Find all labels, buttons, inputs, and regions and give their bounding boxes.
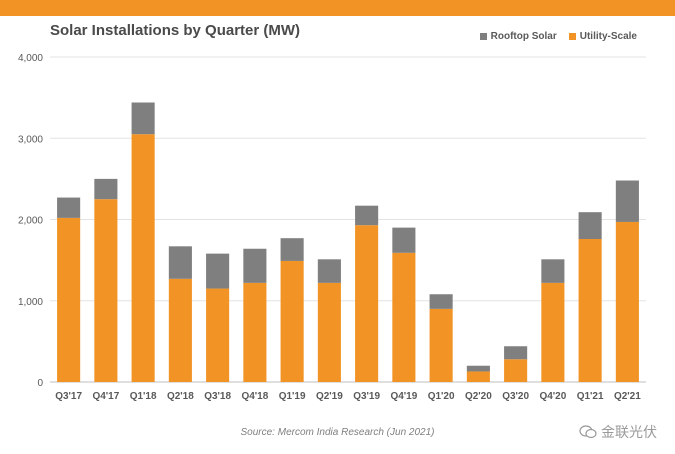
x-tick-label: Q1'20: [428, 391, 455, 402]
bar-rooftop-solar-3: [168, 246, 192, 279]
bar-utility-scale-15: [615, 221, 639, 382]
watermark: 金联光伏: [579, 422, 657, 442]
y-tick-label: 3,000: [18, 134, 43, 145]
watermark-text: 金联光伏: [601, 424, 657, 440]
bar-utility-scale-14: [578, 239, 602, 382]
x-tick-label: Q2'19: [316, 391, 343, 402]
bar-utility-scale-12: [504, 359, 528, 382]
legend-swatch-rooftop: [479, 33, 487, 40]
bar-utility-scale-10: [429, 308, 453, 382]
chart-source: Source: Mercom India Research (Jun 2021): [240, 427, 435, 438]
bar-rooftop-solar-13: [541, 259, 565, 283]
bar-rooftop-solar-11: [466, 365, 490, 372]
y-tick-label: 0: [37, 378, 43, 389]
bar-rooftop-solar-2: [131, 102, 155, 135]
bar-rooftop-solar-7: [317, 259, 341, 283]
y-axis-ticks: 0 1,000 2,000 3,000 4,000: [18, 53, 43, 389]
legend-item-utility: Utility-Scale: [568, 31, 637, 42]
bar-rooftop-solar-5: [243, 248, 267, 283]
bar-utility-scale-1: [94, 199, 118, 382]
x-tick-label: Q4'19: [390, 391, 417, 402]
bar-utility-scale-2: [131, 134, 155, 382]
bars: [57, 102, 639, 382]
x-tick-label: Q3'19: [353, 391, 380, 402]
legend-swatch-utility: [568, 33, 576, 40]
y-tick-label: 1,000: [18, 297, 43, 308]
bar-rooftop-solar-9: [392, 227, 416, 253]
bar-rooftop-solar-12: [504, 346, 528, 360]
x-tick-label: Q4'17: [92, 391, 119, 402]
x-tick-label: Q1'21: [577, 391, 604, 402]
y-tick-label: 4,000: [18, 53, 43, 64]
x-tick-label: Q2'18: [167, 391, 194, 402]
bar-utility-scale-7: [317, 282, 341, 382]
bar-rooftop-solar-6: [280, 238, 304, 261]
bar-utility-scale-8: [355, 225, 379, 382]
x-tick-label: Q3'20: [502, 391, 529, 402]
x-tick-label: Q1'19: [279, 391, 306, 402]
top-accent-bar: [0, 0, 675, 16]
bar-rooftop-solar-15: [615, 180, 639, 222]
bar-rooftop-solar-1: [94, 178, 118, 200]
legend-item-rooftop: Rooftop Solar: [479, 31, 557, 42]
bar-utility-scale-11: [466, 371, 490, 382]
bar-utility-scale-3: [168, 278, 192, 382]
x-tick-label: Q3'17: [55, 391, 82, 402]
x-tick-label: Q1'18: [130, 391, 157, 402]
x-tick-label: Q4'20: [539, 391, 566, 402]
bar-rooftop-solar-8: [355, 205, 379, 226]
chart-title: Solar Installations by Quarter (MW): [50, 22, 301, 39]
bar-utility-scale-4: [206, 288, 230, 382]
bar-rooftop-solar-0: [57, 197, 81, 218]
bar-rooftop-solar-4: [206, 253, 230, 289]
chart-legend: Rooftop Solar Utility-Scale: [479, 31, 637, 42]
x-tick-label: Q4'18: [241, 391, 268, 402]
x-tick-label: Q2'21: [614, 391, 641, 402]
bar-utility-scale-6: [280, 260, 304, 382]
x-tick-label: Q2'20: [465, 391, 492, 402]
legend-label-utility: Utility-Scale: [579, 31, 637, 42]
x-tick-label: Q3'18: [204, 391, 231, 402]
bar-utility-scale-9: [392, 252, 416, 382]
bar-rooftop-solar-10: [429, 294, 453, 309]
bar-utility-scale-0: [57, 217, 81, 382]
bar-utility-scale-5: [243, 282, 267, 382]
bar-utility-scale-13: [541, 282, 565, 382]
legend-label-rooftop: Rooftop Solar: [490, 31, 557, 42]
y-tick-label: 2,000: [18, 216, 43, 227]
wechat-icon: [579, 425, 597, 439]
x-axis-ticks: Q3'17 Q4'17 Q1'18 Q2'18 Q3'18 Q4'18 Q1'19 Q2'19…: [55, 391, 641, 402]
bar-rooftop-solar-14: [578, 212, 602, 239]
